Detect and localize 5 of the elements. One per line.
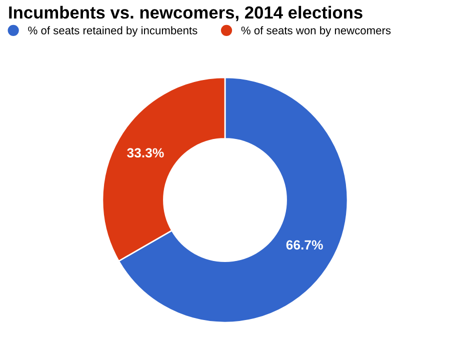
chart-title: Incumbents vs. newcomers, 2014 elections [9,6,362,22]
data-label: 33.3% [127,148,164,158]
legend-label: % of seats retained by incumbents [28,26,198,37]
data-label: 66.7% [286,240,323,250]
legend-label: % of seats won by newcomers [241,26,391,37]
